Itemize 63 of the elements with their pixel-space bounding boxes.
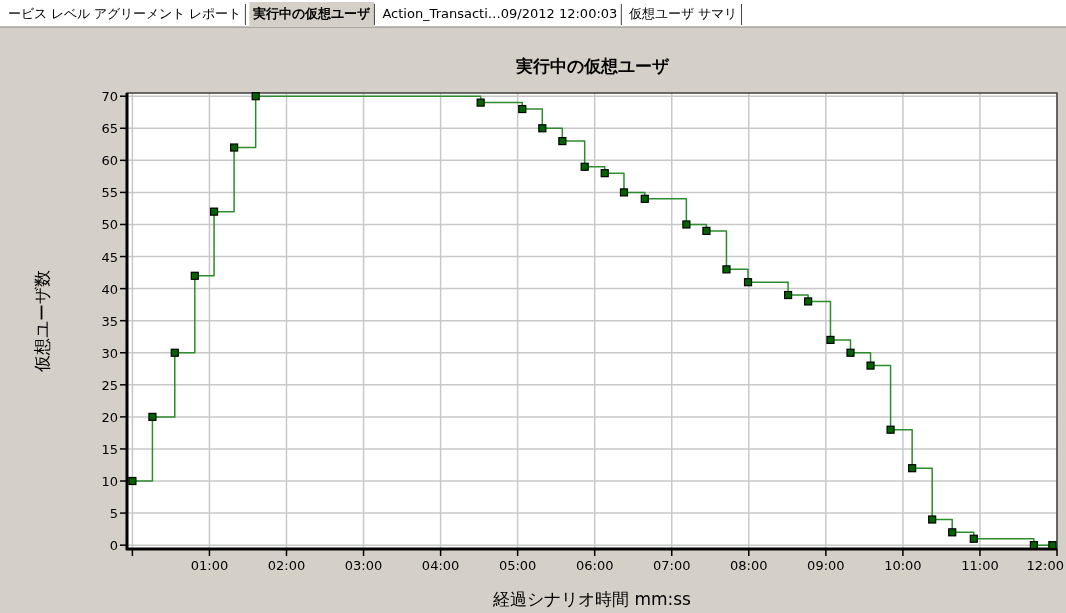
point <box>538 124 547 133</box>
point <box>928 515 937 524</box>
x-tick-label: 09:00 <box>807 558 845 573</box>
y-tick-label: 30 <box>101 345 118 361</box>
point <box>640 194 649 203</box>
point <box>476 98 485 107</box>
point <box>518 104 527 114</box>
tab: Action_Transacti…09/2012 12:00:03 <box>382 3 622 26</box>
point <box>190 271 199 280</box>
x-tick-label: 12:00 <box>1026 558 1064 573</box>
point <box>886 425 895 434</box>
y-tick-label: 20 <box>101 409 118 425</box>
y-tick-label: 0 <box>109 538 118 554</box>
tab: ービス レベル アグリーメント レポート <box>8 3 246 26</box>
point <box>908 464 917 473</box>
point <box>230 143 239 152</box>
point <box>682 220 691 229</box>
x-tick-label: 03:00 <box>344 558 383 573</box>
x-tick-label: 11:00 <box>961 558 999 573</box>
y-axis-title: 仮想ユーザ数 <box>32 270 52 373</box>
x-tick-label: 02:00 <box>267 558 306 573</box>
x-axis-title: 経過シナリオ時間 mm:ss <box>492 589 692 609</box>
y-tick-label: 65 <box>101 121 118 137</box>
x-tick-label: 06:00 <box>575 558 614 573</box>
point <box>826 335 835 345</box>
point <box>804 297 813 306</box>
y-tick-label: 50 <box>101 217 118 233</box>
point <box>783 290 793 300</box>
y-tick-label: 55 <box>101 185 118 201</box>
point <box>251 92 260 101</box>
y-tick-label: 5 <box>109 506 118 522</box>
point <box>170 348 179 357</box>
y-tick-label: 70 <box>101 89 118 105</box>
point <box>948 528 957 537</box>
point <box>209 207 219 216</box>
x-tick-label: 07:00 <box>653 558 691 573</box>
point <box>600 169 609 178</box>
point <box>702 226 711 235</box>
x-tick-label: 01:00 <box>190 558 229 573</box>
y-tick-label: 60 <box>101 153 118 169</box>
point <box>148 412 157 421</box>
point <box>558 137 567 146</box>
x-tick-label: 08:00 <box>730 558 768 573</box>
y-tick-label: 35 <box>101 313 118 329</box>
x-tick-label: 05:00 <box>498 558 537 573</box>
point <box>580 162 589 171</box>
point <box>619 188 629 197</box>
point <box>722 265 731 274</box>
point <box>866 361 875 370</box>
point <box>846 348 855 357</box>
y-tick-label: 15 <box>101 441 118 457</box>
tab: 実行中の仮想ユーザ <box>249 2 375 27</box>
point <box>969 534 978 543</box>
y-tick-label: 45 <box>101 249 118 265</box>
point <box>128 476 137 486</box>
y-tick-label: 10 <box>101 474 118 490</box>
chart-title: 実行中の仮想ユーザ <box>514 56 670 76</box>
point <box>743 278 753 287</box>
x-tick-label: 04:00 <box>421 558 460 573</box>
y-tick-label: 25 <box>101 377 118 393</box>
tab: 仮想ユーザ サマリ <box>629 3 742 26</box>
y-tick-label: 40 <box>101 281 118 297</box>
x-tick-label: 10:00 <box>884 558 922 573</box>
